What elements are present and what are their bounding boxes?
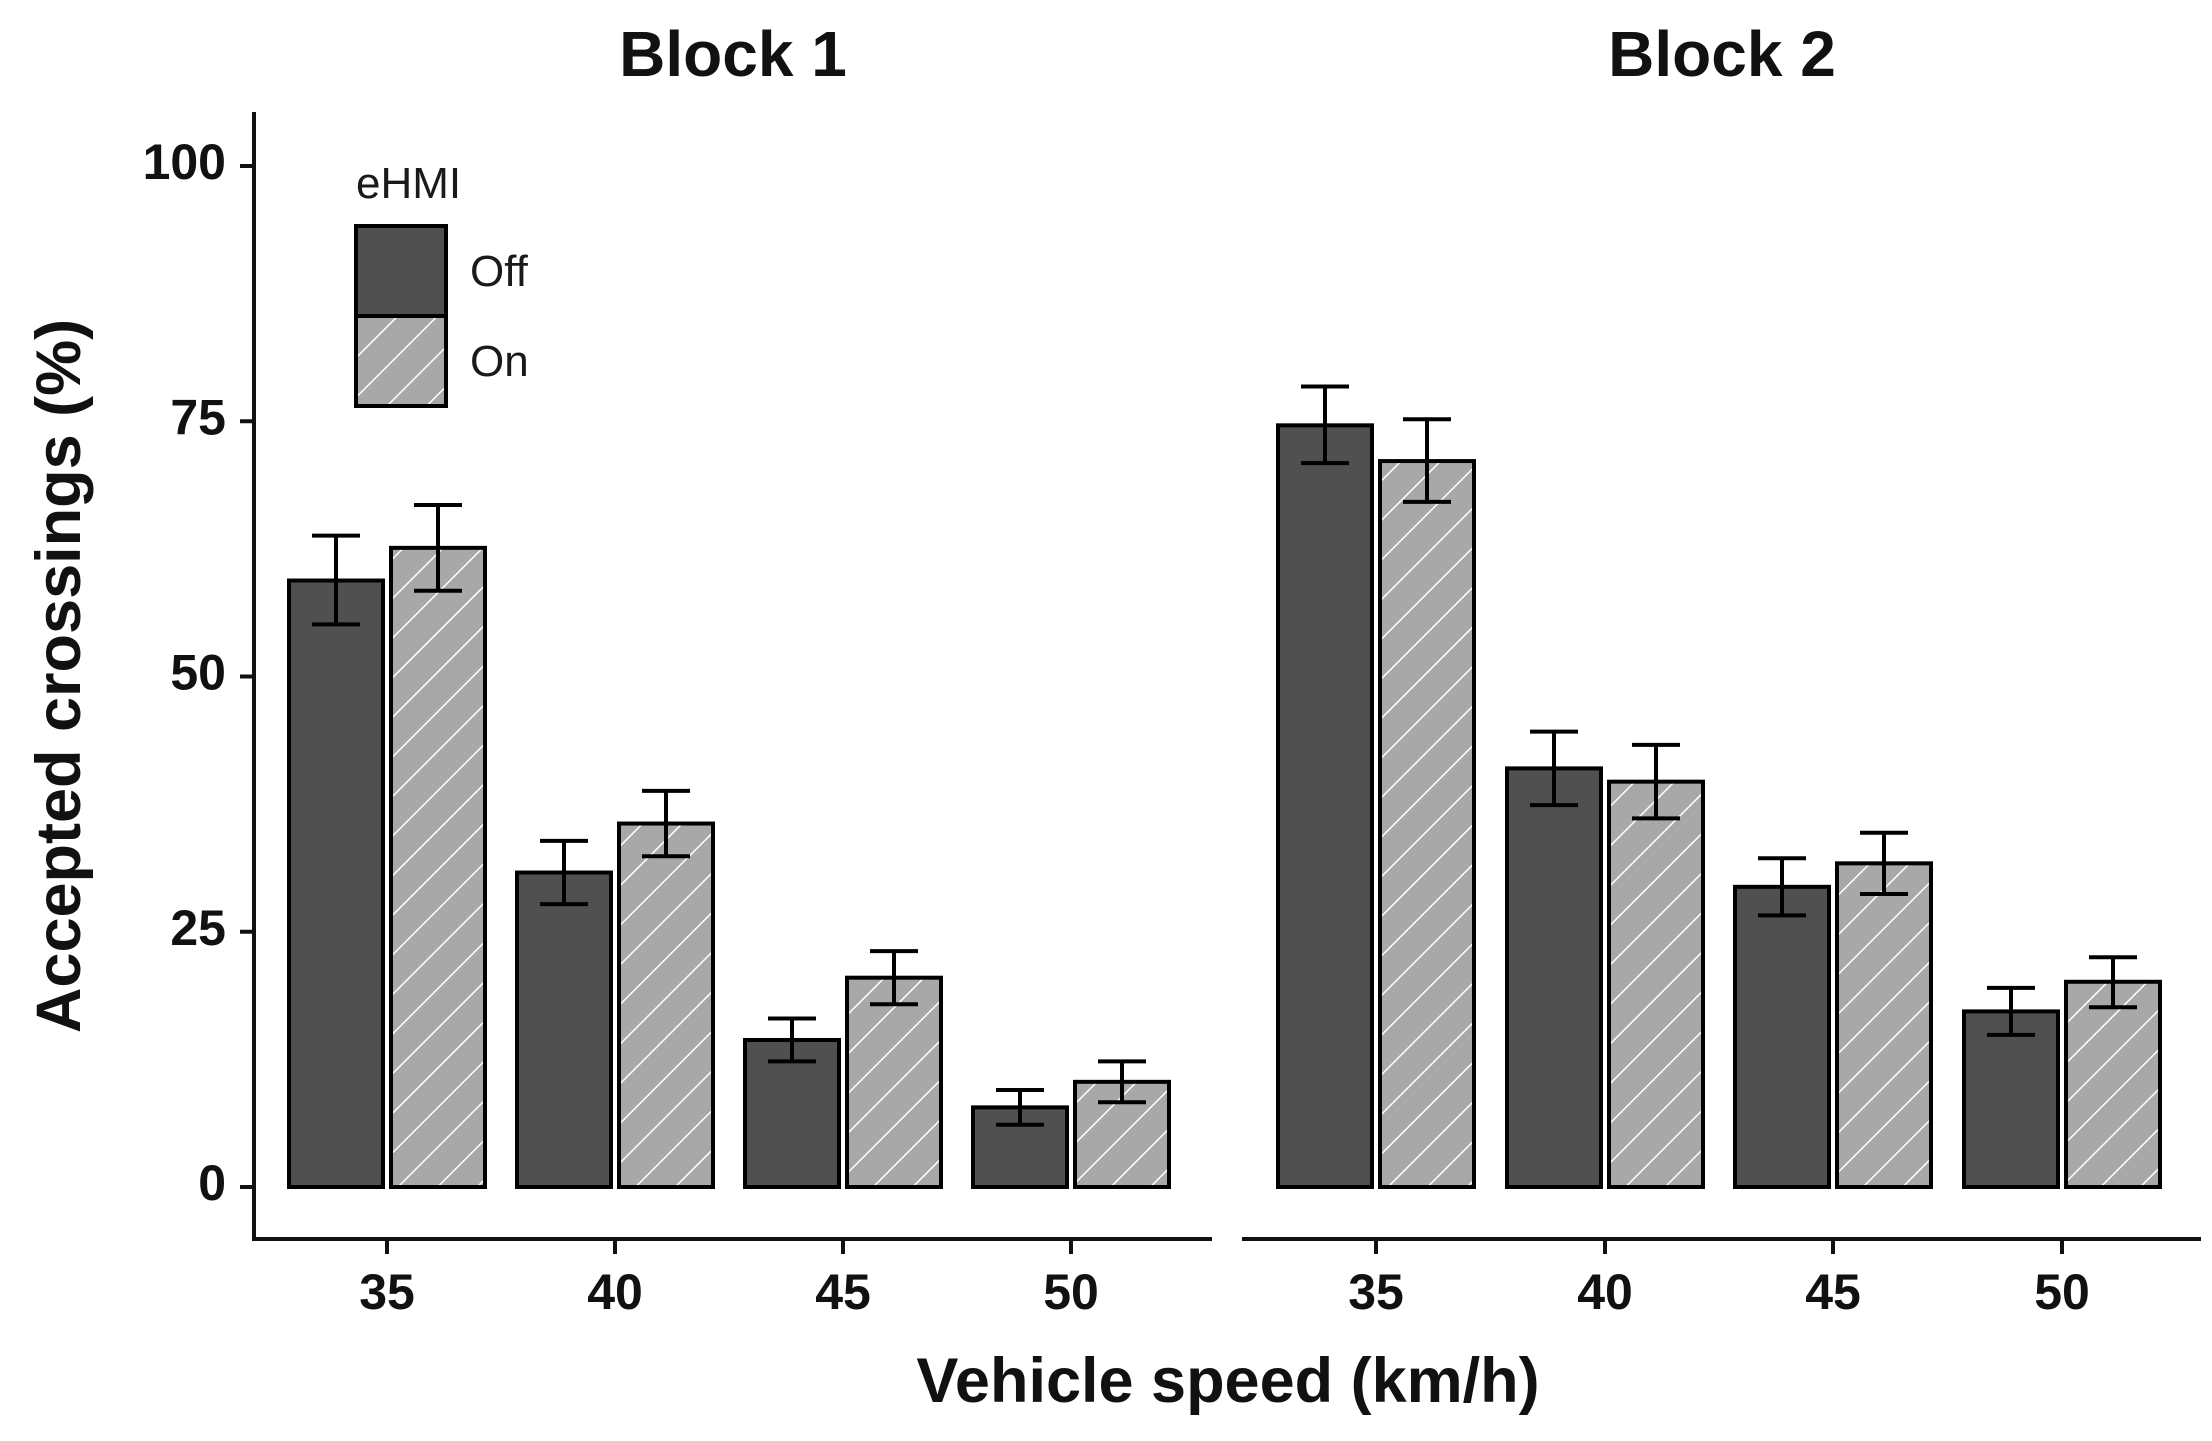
bar-block-2-on-50	[2064, 979, 2162, 1189]
bar-block-2-off-45	[1733, 884, 1831, 1189]
bar-block-1-on-50	[1073, 1079, 1171, 1190]
bar-block-1-on-35	[389, 545, 487, 1189]
panel-title-block-2: Block 2	[1608, 18, 1836, 90]
legend-title: eHMI	[356, 159, 461, 208]
bar-block-1-on-45	[845, 975, 943, 1189]
legend-label-off: Off	[470, 247, 529, 296]
panel-titles: Block 1 Block 2	[619, 18, 1836, 90]
y-tick-label: 75	[170, 389, 226, 445]
x-tick-label: 40	[1577, 1264, 1633, 1320]
x-tick-label: 50	[2034, 1264, 2090, 1320]
y-axis: 0 25 50 75 100	[143, 112, 256, 1241]
x-axis-title: Vehicle speed (km/h)	[916, 1346, 1539, 1416]
bar-block-2-off-50	[1962, 1009, 2060, 1189]
x-tick-label: 35	[1348, 1264, 1404, 1320]
bar-block-1-off-35	[287, 578, 385, 1189]
panel-title-block-1: Block 1	[619, 18, 847, 90]
x-tick-label: 35	[359, 1264, 415, 1320]
legend-label-on: On	[470, 337, 529, 386]
x-tick-label: 40	[587, 1264, 643, 1320]
y-tick-label: 100	[143, 134, 226, 190]
y-tick-label: 50	[170, 645, 226, 701]
legend: eHMI Off On	[354, 159, 529, 408]
bar-block-1-off-45	[743, 1037, 841, 1189]
legend-key-on	[354, 314, 448, 408]
error-bar-series	[312, 384, 2137, 1127]
bar-series	[287, 423, 2162, 1190]
x-tick-label: 45	[815, 1264, 871, 1320]
bar-block-1-off-40	[515, 870, 613, 1189]
bar-block-2-on-35	[1378, 459, 1476, 1190]
bar-block-2-off-35	[1276, 423, 1374, 1190]
x-tick-label: 50	[1043, 1264, 1099, 1320]
bar-block-2-off-40	[1505, 766, 1603, 1189]
x-axis-block-1: 35 40 45 50	[254, 1237, 1212, 1320]
bar-block-2-on-45	[1835, 861, 1933, 1190]
y-tick-label: 25	[170, 900, 226, 956]
bar-block-1-on-40	[617, 821, 715, 1189]
x-tick-label: 45	[1805, 1264, 1861, 1320]
y-tick-label: 0	[198, 1155, 226, 1211]
legend-key-off	[354, 224, 448, 318]
y-axis-title: Accepted crossings (%)	[24, 319, 94, 1033]
bar-block-2-on-40	[1607, 779, 1705, 1190]
x-axis-block-2: 35 40 45 50	[1242, 1237, 2201, 1320]
